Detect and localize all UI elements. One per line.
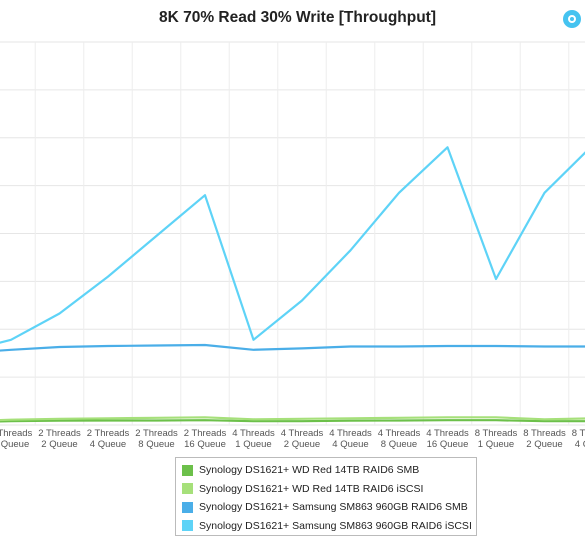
series-line-1 [0,419,585,423]
legend-label-series-3: Synology DS1621+ Samsung SM863 960GB RAI… [199,501,468,514]
vertical-gridlines [34,42,570,425]
x-tick-label-line-1: 4 Threads [232,428,275,439]
x-tick-label-line-2: 1 Queue [0,439,29,450]
x-tick-label: 4 Threads 1 Queue [232,428,275,450]
x-tick-label: 4 Threads 2 Queue [281,428,324,450]
x-tick-label-line-2: 16 Queue [427,439,469,450]
x-tick-label-line-2: 2 Queue [41,439,77,450]
x-tick-label-line-1: 4 Threads [329,428,372,439]
legend-item-series-1[interactable]: Synology DS1621+ WD Red 14TB RAID6 SMB [182,461,476,480]
chart-menu-icon[interactable] [563,10,581,28]
x-tick-label-line-1: 2 Threads [38,428,81,439]
x-tick-label-line-2: 1 Queue [478,439,514,450]
x-tick-label-line-1: 8 Threads [572,428,585,439]
x-tick-label-line-2: 1 Queue [235,439,271,450]
x-tick-label: 4 Threads 8 Queue [378,428,421,450]
series-line-4 [0,146,585,344]
x-tick-label: 4 Threads 16 Queue [426,428,469,450]
legend-label-series-1: Synology DS1621+ WD Red 14TB RAID6 SMB [199,464,420,477]
x-tick-label-line-2: 8 Queue [381,439,417,450]
x-tick-label-line-2: 4 Queue [332,439,368,450]
x-tick-label: 2 Threads 16 Queue [184,428,227,450]
x-tick-label-line-1: 4 Threads [426,428,469,439]
x-tick-label-line-2: 2 Queue [526,439,562,450]
horizontal-gridlines [0,41,585,426]
x-tick-label-line-2: 4 Queue [90,439,126,450]
x-tick-label-line-1: 4 Threads [378,428,421,439]
x-tick-label-line-2: 16 Queue [184,439,226,450]
legend-item-series-2[interactable]: Synology DS1621+ WD Red 14TB RAID6 iSCSI [182,480,476,499]
legend-swatch-series-1 [182,464,193,476]
legend-label-series-2: Synology DS1621+ WD Red 14TB RAID6 iSCSI [199,482,424,495]
x-tick-label: 2 Threads 4 Queue [87,428,130,450]
chart-legend: Synology DS1621+ WD Red 14TB RAID6 SMB S… [175,457,477,536]
x-tick-label-line-1: 2 Threads [0,428,33,439]
x-tick-label: 4 Threads 4 Queue [329,428,372,450]
legend-swatch-series-2 [182,483,193,495]
x-tick-label-line-1: 4 Threads [281,428,324,439]
x-tick-label: 2 Threads 2 Queue [38,428,81,450]
legend-item-series-4[interactable]: Synology DS1621+ Samsung SM863 960GB RAI… [182,517,476,536]
x-tick-label-line-1: 2 Threads [184,428,227,439]
x-tick-label-line-1: 2 Threads [87,428,130,439]
legend-swatch-series-3 [182,501,193,513]
x-tick-label-line-2: 2 Queue [284,439,320,450]
x-tick-label-line-2: 8 Queue [138,439,174,450]
x-tick-label: 8 Threads 2 Queue [523,428,566,450]
series-lines [0,146,585,423]
x-tick-label-line-1: 8 Threads [475,428,518,439]
x-tick-label-line-2: 4 Queue [575,439,585,450]
x-tick-label: 2 Threads 8 Queue [135,428,178,450]
series-line-3 [0,343,585,352]
chart-title: 8K 70% Read 30% Write [Throughput] [158,9,437,26]
legend-swatch-series-4 [182,520,193,532]
series-line-2 [0,416,585,422]
x-tick-label-line-1: 2 Threads [135,428,178,439]
x-tick-label-line-1: 8 Threads [523,428,566,439]
legend-item-series-3[interactable]: Synology DS1621+ Samsung SM863 960GB RAI… [182,498,476,517]
x-tick-label: 8 Threads 1 Queue [475,428,518,450]
legend-label-series-4: Synology DS1621+ Samsung SM863 960GB RAI… [199,519,472,532]
